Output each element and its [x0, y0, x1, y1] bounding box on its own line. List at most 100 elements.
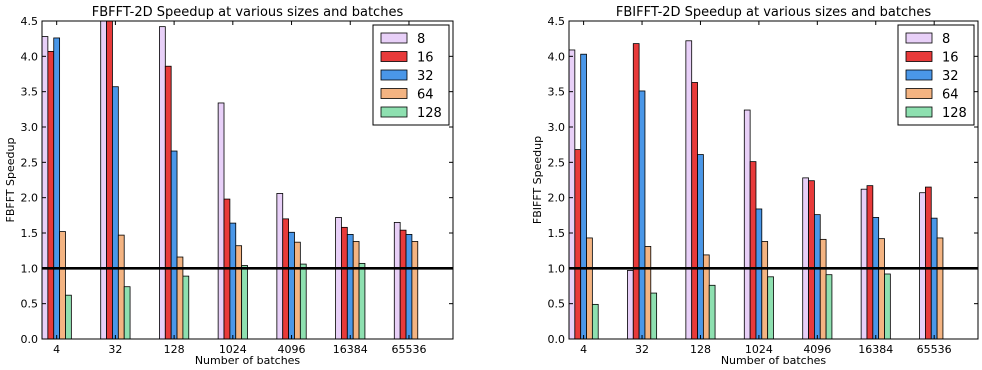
legend-label-64: 64: [417, 88, 434, 103]
y-tick-label: 3.0: [548, 121, 566, 134]
y-tick-label: 0.5: [548, 298, 566, 311]
bar-32-16384: [346, 234, 354, 340]
bar-8-4: [568, 49, 576, 340]
legend-swatch-8: [905, 32, 933, 44]
x-tick-label: 1024: [745, 343, 773, 356]
legend-label-32: 32: [942, 69, 959, 84]
y-tick-label: 3.0: [21, 121, 39, 134]
chart-panel-1: FBFFT-2D Speedup at various sizes and ba…: [4, 5, 454, 367]
legend-swatch-64: [380, 88, 408, 99]
bar-16-32: [632, 43, 640, 340]
bar-8-4096: [276, 193, 284, 340]
legend-swatch-16: [905, 51, 933, 62]
bar-64-4: [59, 231, 66, 340]
legend-label-128: 128: [417, 106, 442, 121]
bar-32-65536: [405, 234, 413, 340]
legend-swatch-64: [905, 88, 933, 99]
y-tick-label: 2.0: [21, 192, 39, 205]
bar-64-65536: [411, 241, 419, 340]
bar-64-1024: [761, 241, 769, 340]
legend-swatch-128: [905, 106, 933, 118]
legend-label-128: 128: [942, 106, 967, 121]
bar-16-65536: [925, 186, 932, 340]
bar-64-65536: [936, 237, 944, 340]
y-tick-label: 2.0: [548, 192, 566, 205]
bar-16-4: [47, 50, 55, 340]
x-axis-label: Number of batches: [195, 354, 301, 366]
bar-16-32: [106, 20, 113, 340]
x-tick-label: 128: [164, 343, 185, 356]
bar-32-1024: [229, 222, 237, 340]
x-tick-label: 65536: [391, 343, 426, 356]
bar-64-32: [117, 234, 125, 340]
y-tick-label: 4.0: [548, 50, 566, 63]
bar-32-16384: [872, 217, 880, 340]
x-tick-label: 4: [53, 343, 60, 356]
chart-title: FBIFFT-2D Speedup at various sizes and b…: [616, 5, 931, 20]
y-tick-label: 1.0: [21, 262, 39, 275]
bar-16-16384: [866, 185, 874, 340]
bar-16-4096: [808, 180, 815, 340]
legend-swatch-32: [380, 69, 408, 81]
bar-8-128: [159, 26, 166, 340]
bar-32-4096: [814, 214, 821, 340]
bar-64-4096: [294, 241, 301, 340]
plot-frame: [41, 20, 454, 340]
x-tick-label: 32: [108, 343, 122, 356]
bar-8-4096: [802, 177, 809, 340]
bar-128-16384: [358, 262, 366, 340]
y-tick-label: 0.0: [548, 333, 566, 346]
bar-16-4: [574, 149, 582, 340]
plot-frame: [568, 20, 979, 340]
x-tick-label: 1024: [219, 343, 247, 356]
bar-8-32: [627, 270, 634, 340]
legend-swatch-16: [380, 51, 408, 62]
bar-8-4: [41, 36, 49, 340]
bar-8-32: [100, 20, 107, 340]
bar-128-1024: [241, 265, 248, 340]
y-tick-label: 1.5: [21, 227, 39, 240]
y-tick-label: 1.0: [548, 262, 566, 275]
y-tick-label: 2.5: [21, 156, 39, 169]
bar-128-1024: [767, 276, 774, 340]
x-tick-label: 16384: [333, 343, 368, 356]
y-tick-label: 4.5: [548, 15, 566, 28]
y-tick-label: 3.5: [21, 86, 39, 99]
bar-32-128: [170, 150, 178, 340]
bar-32-32: [112, 86, 119, 340]
bar-128-32: [650, 292, 658, 340]
bar-8-1024: [743, 109, 751, 340]
bar-64-4096: [819, 238, 827, 340]
x-tick-label: 65536: [917, 343, 952, 356]
x-tick-label: 128: [690, 343, 711, 356]
bar-128-128: [182, 275, 190, 340]
x-tick-label: 32: [635, 343, 649, 356]
legend-swatch-8: [380, 32, 408, 44]
bar-16-128: [691, 82, 698, 340]
bar-8-65536: [393, 221, 401, 340]
bar-16-65536: [399, 229, 407, 340]
x-tick-label: 4096: [278, 343, 306, 356]
legend-swatch-128: [380, 106, 408, 118]
bar-16-1024: [749, 161, 757, 340]
bar-16-4096: [282, 218, 290, 340]
bar-32-1024: [755, 208, 763, 340]
bar-16-16384: [341, 226, 348, 340]
bar-8-1024: [217, 102, 225, 340]
x-axis-label: Number of batches: [721, 354, 827, 366]
bar-8-128: [685, 40, 693, 340]
y-tick-label: 3.5: [548, 86, 566, 99]
legend-label-8: 8: [417, 32, 425, 47]
legend-label-64: 64: [942, 88, 959, 103]
bar-128-16384: [884, 273, 891, 340]
bar-8-16384: [860, 188, 868, 340]
bar-128-32: [123, 286, 131, 340]
x-tick-label: 4096: [803, 343, 831, 356]
bar-32-4: [580, 53, 587, 340]
bar-32-65536: [930, 217, 938, 340]
x-tick-label: 4: [580, 343, 587, 356]
legend-label-16: 16: [942, 51, 959, 66]
y-axis-label: FBIFFT Speedup: [531, 136, 544, 224]
